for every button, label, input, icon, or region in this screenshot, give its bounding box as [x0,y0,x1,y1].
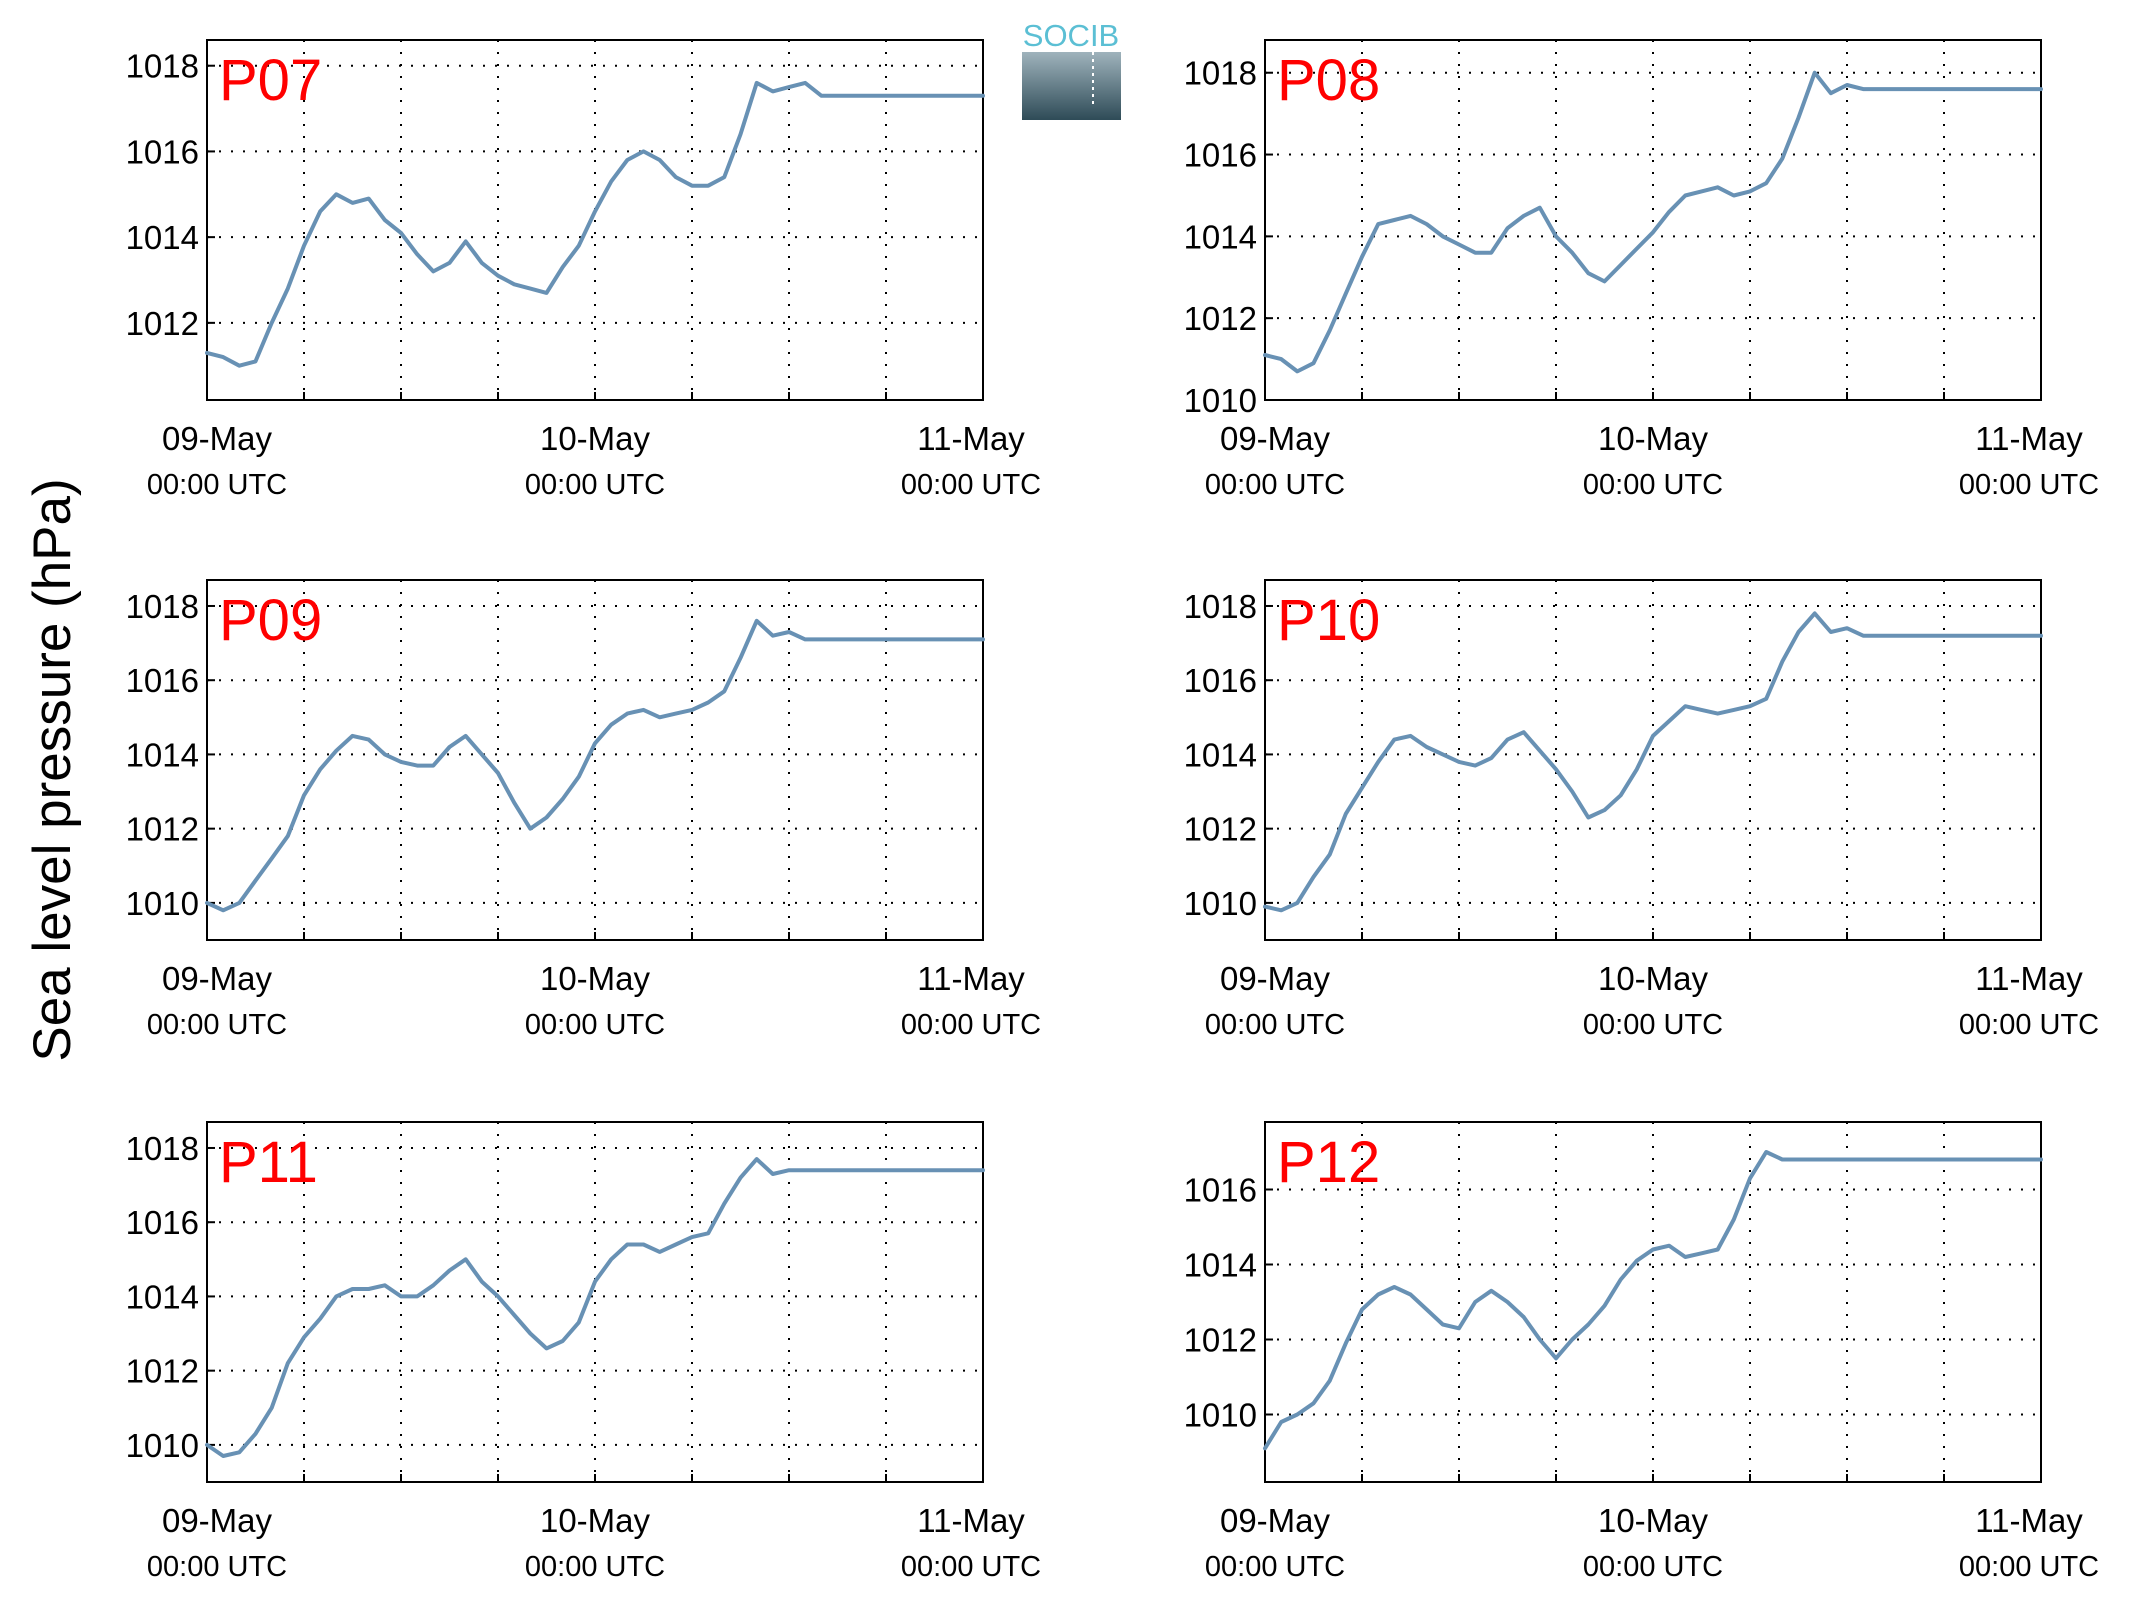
x-tick-label: 11-May [917,1502,1025,1539]
y-tick-label: 1018 [126,1130,199,1167]
x-tick-label: 11-May [917,960,1025,997]
series-line [205,80,985,368]
x-tick-sublabel: 00:00 UTC [1583,1009,1723,1041]
y-tick-label: 1012 [126,305,199,342]
x-tick-sublabel: 00:00 UTC [1205,1551,1345,1583]
x-tick-sublabel: 00:00 UTC [901,1551,1041,1583]
y-tick-label: 1016 [1184,1172,1257,1209]
x-tick-label: 11-May [917,420,1025,457]
y-tick-label: 1014 [126,736,199,773]
x-tick-label: 09-May [162,420,273,457]
y-tick-label: 1014 [1184,218,1257,255]
socib-logo: SOCIB [1022,18,1121,120]
x-tick-label: 10-May [540,960,651,997]
x-tick-sublabel: 00:00 UTC [1959,1551,2099,1583]
x-tick-sublabel: 00:00 UTC [1959,469,2099,501]
y-tick-label: 1010 [126,885,199,922]
y-axis-label: Sea level pressure (hPa) [23,478,82,1061]
y-tick-label: 1016 [126,662,199,699]
chart-panel: 1012 1014 1016 1018 09-May 00:00 UTC 10-May 00:… [126,39,1041,501]
chart-panel: 1010 1012 1014 1016 1018 09-May 00:00 UTC 10-Ma… [1184,39,2099,501]
y-tick-label: 1012 [126,1353,199,1390]
panel-label: P10 [1277,588,1380,653]
x-tick-label: 10-May [540,420,651,457]
x-tick-label: 10-May [1598,1502,1709,1539]
logo-text: SOCIB [1023,18,1119,53]
y-tick-label: 1010 [1184,382,1257,419]
y-tick-label: 1016 [1184,662,1257,699]
series-line [1263,611,2043,913]
series-line [1263,70,2043,374]
x-tick-label: 11-May [1975,1502,2083,1539]
x-tick-label: 09-May [1220,1502,1331,1539]
y-tick-label: 1016 [126,133,199,170]
x-tick-label: 10-May [1598,960,1709,997]
x-tick-label: 10-May [540,1502,651,1539]
x-tick-sublabel: 00:00 UTC [901,1009,1041,1041]
x-tick-label: 11-May [1975,960,2083,997]
y-tick-label: 1010 [126,1427,199,1464]
series-line [205,1157,985,1458]
logo-image [1022,52,1121,120]
x-tick-sublabel: 00:00 UTC [1205,1009,1345,1041]
y-tick-label: 1018 [1184,55,1257,92]
y-tick-label: 1014 [1184,1247,1257,1284]
y-tick-label: 1014 [1184,736,1257,773]
y-tick-label: 1018 [126,588,199,625]
y-tick-label: 1016 [1184,137,1257,174]
y-tick-label: 1014 [126,219,199,256]
x-tick-label: 09-May [1220,420,1331,457]
x-tick-sublabel: 00:00 UTC [525,1009,665,1041]
y-tick-label: 1014 [126,1278,199,1315]
y-tick-label: 1010 [1184,885,1257,922]
panel-label: P08 [1277,48,1380,113]
x-tick-label: 10-May [1598,420,1709,457]
x-tick-sublabel: 00:00 UTC [901,469,1041,501]
y-tick-label: 1018 [1184,588,1257,625]
chart-panel: 1010 1012 1014 1016 1018 09-May 00:00 UTC 10-Ma… [1184,579,2099,1041]
panel-label: P07 [219,48,322,113]
y-tick-label: 1012 [126,811,199,848]
chart-panel: 1010 1012 1014 1016 1018 09-May 00:00 UTC 10-Ma… [126,1121,1041,1583]
x-tick-sublabel: 00:00 UTC [147,1009,287,1041]
x-tick-sublabel: 00:00 UTC [147,1551,287,1583]
y-tick-label: 1012 [1184,300,1257,337]
x-tick-sublabel: 00:00 UTC [525,1551,665,1583]
x-tick-sublabel: 00:00 UTC [1583,1551,1723,1583]
panel-label: P09 [219,588,322,653]
panel-label: P12 [1277,1130,1380,1195]
x-tick-label: 11-May [1975,420,2083,457]
chart-panel: 1010 1012 1014 1016 09-May 00:00 UTC 10-May 00:… [1184,1121,2099,1583]
x-tick-sublabel: 00:00 UTC [1583,469,1723,501]
series-line [1263,1150,2043,1451]
x-tick-label: 09-May [1220,960,1331,997]
y-tick-label: 1016 [126,1204,199,1241]
x-tick-label: 09-May [162,960,273,997]
y-tick-label: 1012 [1184,1322,1257,1359]
series-line [205,618,985,913]
y-tick-label: 1018 [126,48,199,85]
panels: 1012 1014 1016 1018 09-May 00:00 UTC 10-May 00:… [126,39,2099,1583]
y-tick-label: 1012 [1184,811,1257,848]
x-tick-sublabel: 00:00 UTC [147,469,287,501]
panel-label: P11 [219,1130,318,1195]
y-tick-label: 1010 [1184,1397,1257,1434]
x-tick-sublabel: 00:00 UTC [1959,1009,2099,1041]
x-tick-sublabel: 00:00 UTC [1205,469,1345,501]
x-tick-sublabel: 00:00 UTC [525,469,665,501]
x-tick-label: 09-May [162,1502,273,1539]
chart-panel: 1010 1012 1014 1016 1018 09-May 00:00 UTC 10-Ma… [126,579,1041,1041]
